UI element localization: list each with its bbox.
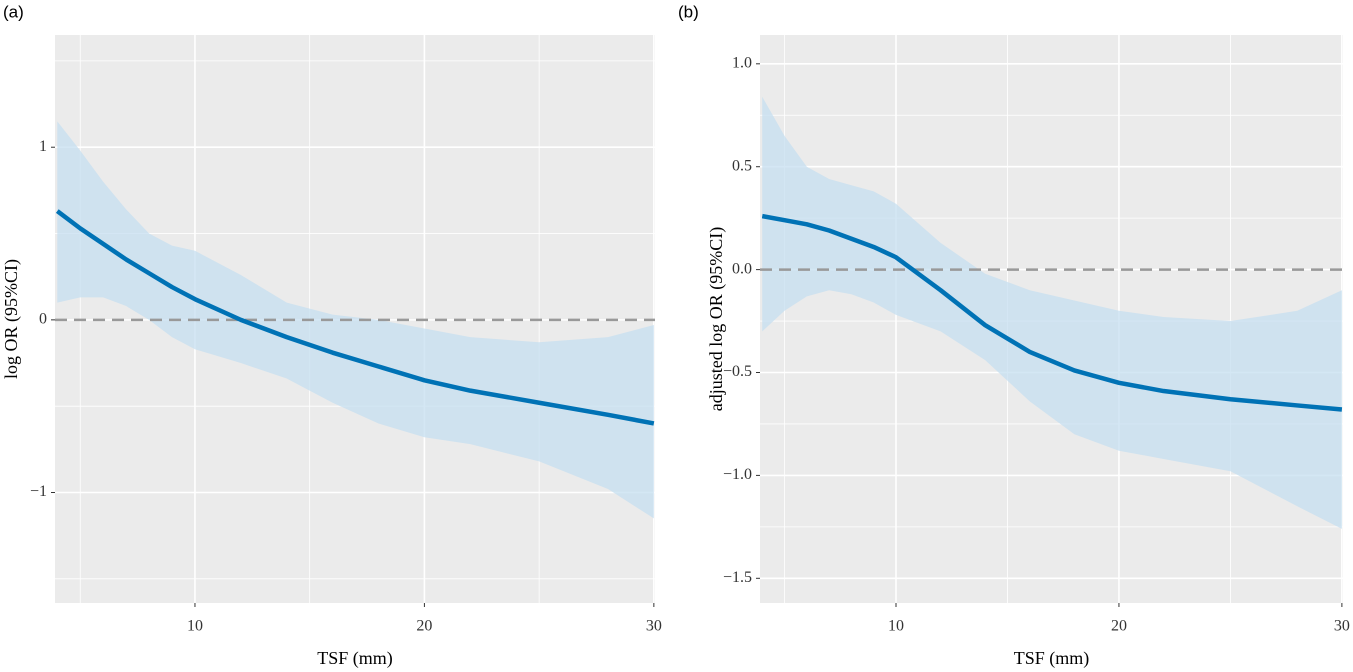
y-axis-label: log OR (95%CI) bbox=[1, 259, 22, 379]
fit-line bbox=[55, 209, 655, 426]
x-axis-label: TSF (mm) bbox=[317, 648, 393, 669]
panel-title: (a) bbox=[3, 2, 24, 21]
confidence-band bbox=[762, 96, 1342, 529]
y-tick-label: −1.5 bbox=[723, 569, 752, 586]
y-tick-label: −0.5 bbox=[723, 363, 752, 380]
y-tick-label: 0.5 bbox=[732, 157, 752, 174]
panel-title: (b) bbox=[678, 2, 699, 21]
y-tick-label: −1.0 bbox=[723, 466, 752, 483]
x-tick-label: 30 bbox=[1334, 618, 1350, 635]
confidence-band bbox=[57, 121, 654, 519]
y-tick-label: 1 bbox=[39, 138, 47, 155]
y-axis-label: adjusted log OR (95%CI) bbox=[706, 227, 727, 411]
x-tick-label: 20 bbox=[416, 618, 432, 635]
x-axis-label: TSF (mm) bbox=[1014, 648, 1090, 669]
y-tick-label: 0 bbox=[39, 311, 47, 328]
x-tick-label: 10 bbox=[187, 618, 203, 635]
fit-line bbox=[761, 213, 1343, 412]
x-tick-label: 30 bbox=[646, 618, 662, 635]
y-tick-label: 1.0 bbox=[732, 54, 752, 71]
y-tick-label: 0.0 bbox=[732, 260, 752, 277]
y-tick-label: −1 bbox=[30, 483, 47, 500]
x-tick-label: 10 bbox=[888, 618, 904, 635]
x-tick-label: 20 bbox=[1111, 618, 1127, 635]
